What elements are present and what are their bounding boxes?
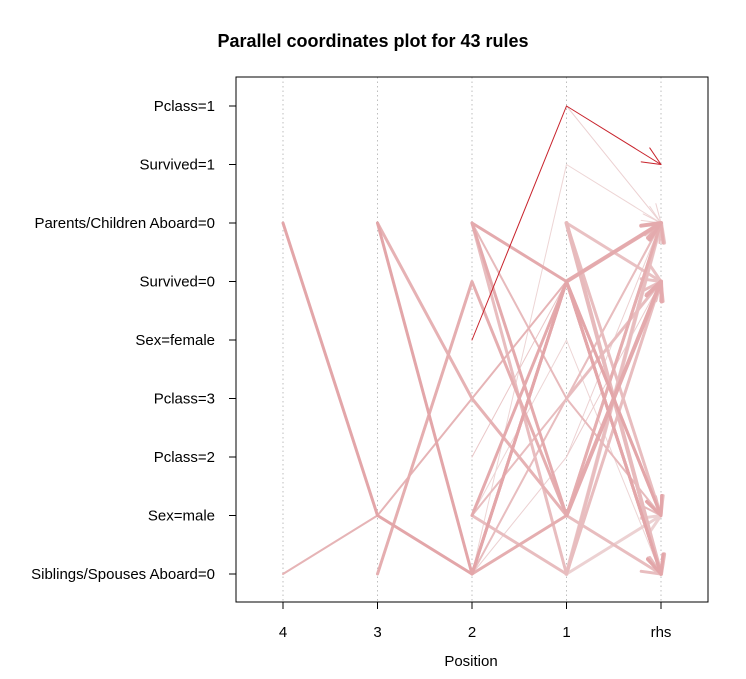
x-axis-title: Position: [444, 653, 497, 670]
y-tick-label: Sex=female: [135, 332, 215, 349]
y-tick-label: Pclass=1: [154, 98, 215, 115]
y-tick-label: Survived=1: [140, 157, 215, 174]
rule-line: [471, 105, 662, 341]
y-axis: Pclass=1 Survived=1 Parents/Children Aboar…: [31, 98, 236, 583]
rule-path: [565, 514, 663, 576]
x-tick-label: 1: [562, 624, 570, 641]
rule-lines: [281, 105, 667, 576]
y-tick-label: Pclass=2: [154, 449, 215, 466]
x-tick-label: 3: [373, 624, 381, 641]
rule-arrowhead: [639, 221, 663, 242]
rule-arrowhead: [644, 279, 664, 304]
chart-title: Parallel coordinates plot for 43 rules: [217, 31, 528, 51]
rule-path: [376, 221, 663, 576]
y-tick-label: Siblings/Spouses Aboard=0: [31, 566, 215, 583]
rule-arrowhead: [646, 552, 665, 576]
y-tick-label: Pclass=3: [154, 391, 215, 408]
x-tick-label: 2: [468, 624, 476, 641]
y-tick-label: Parents/Children Aboard=0: [34, 215, 215, 232]
y-tick-label: Sex=male: [148, 508, 215, 525]
x-tick-label: 4: [279, 624, 287, 641]
rule-path: [471, 105, 662, 341]
rule-line: [376, 221, 665, 576]
rule-line: [566, 105, 662, 224]
rule-path: [470, 221, 663, 576]
rule-path: [566, 105, 662, 224]
y-tick-label: Survived=0: [140, 274, 215, 291]
x-axis: 4 3 2 1 rhs: [279, 602, 672, 641]
x-tick-label: rhs: [651, 624, 672, 641]
rule-path: [471, 339, 662, 575]
rule-arrowhead: [640, 147, 662, 165]
rule-arrowhead: [645, 494, 664, 517]
